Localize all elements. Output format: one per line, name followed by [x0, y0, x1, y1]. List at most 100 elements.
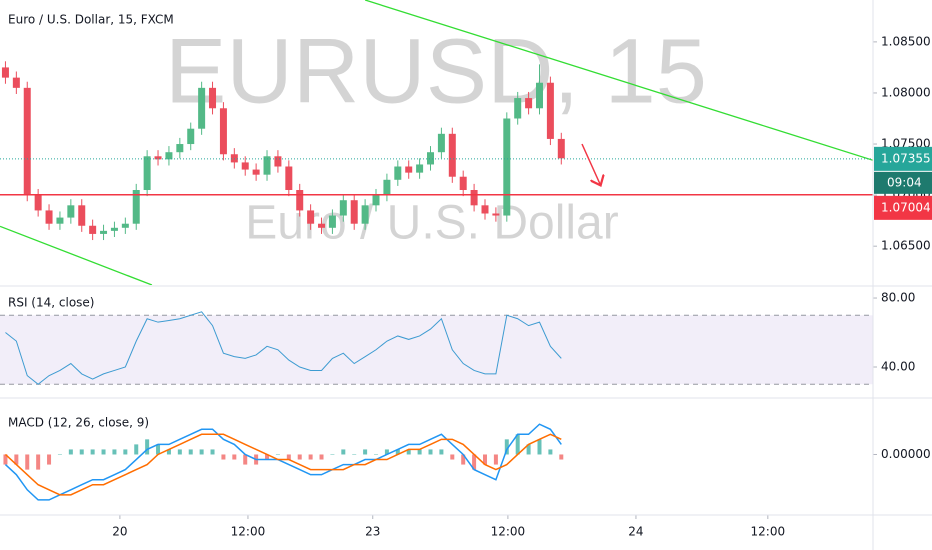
histogram-bar — [243, 454, 248, 465]
histogram-bar — [199, 449, 204, 455]
histogram-bar — [297, 454, 302, 460]
candle-body — [339, 200, 347, 216]
candle-body — [45, 210, 53, 224]
histogram-bar — [330, 454, 335, 455]
candle-body — [56, 217, 64, 224]
candle-body — [535, 82, 543, 109]
candle-body — [318, 223, 326, 228]
x-tick-label: 24 — [628, 525, 643, 539]
histogram-bar — [537, 439, 542, 455]
candle-body — [110, 227, 118, 231]
candle-body — [89, 225, 97, 234]
y-tick-label: 80.00 — [881, 291, 915, 305]
candle-body — [470, 190, 478, 206]
candle-body — [154, 156, 162, 160]
histogram-bar — [188, 449, 193, 455]
histogram-bar — [515, 434, 520, 455]
y-tick-label: 40.00 — [881, 360, 915, 374]
histogram-bar — [177, 449, 182, 455]
x-tick-label: 12:00 — [491, 525, 526, 539]
candles — [1, 61, 565, 241]
candle-body — [383, 179, 391, 196]
histogram-bar — [439, 449, 444, 455]
arrow-drawing — [581, 143, 600, 184]
histogram-bar — [232, 454, 237, 460]
histogram-bar — [504, 439, 509, 455]
histogram-bar — [363, 449, 368, 455]
rsi-band — [0, 315, 873, 385]
candle-body — [209, 87, 217, 109]
histogram-bar — [308, 454, 313, 460]
histogram-bar — [341, 449, 346, 455]
symbol-title[interactable]: Euro / U.S. Dollar, 15, FXCM — [8, 13, 174, 27]
histogram-bar — [319, 454, 324, 460]
candle-body — [263, 156, 271, 175]
histogram-bar — [25, 454, 30, 470]
macd-line — [4, 423, 562, 501]
candle-body — [121, 223, 129, 228]
candle-body — [492, 213, 500, 216]
histogram-bar — [395, 449, 400, 455]
histogram-bar — [166, 449, 171, 455]
candle-body — [187, 128, 195, 145]
candle-body — [1, 67, 9, 78]
price-tag-label: 1.07004 — [881, 200, 931, 214]
candle-body — [23, 87, 31, 196]
y-tick-label: 1.08500 — [881, 34, 931, 48]
histogram-bar — [47, 454, 52, 465]
histogram-bar — [450, 454, 455, 460]
candle-body — [241, 162, 249, 170]
histogram-bar — [14, 454, 19, 465]
candle-body — [176, 144, 184, 153]
candle-body — [252, 169, 260, 175]
histogram-bar — [352, 454, 357, 455]
histogram-bar — [112, 449, 117, 455]
histogram-bar — [417, 449, 422, 455]
histogram-bar — [384, 449, 389, 455]
rsi-line — [5, 311, 562, 385]
candle-body — [546, 82, 554, 139]
watermark: EURUSD, 15 — [165, 20, 707, 122]
histogram-bar — [156, 444, 161, 455]
candle-body — [557, 138, 565, 159]
histogram-bar — [472, 454, 477, 470]
candle-body — [481, 205, 489, 214]
histogram-bar — [134, 444, 139, 455]
candle-body — [427, 152, 435, 165]
histogram-bar — [68, 449, 73, 455]
macd-title[interactable]: MACD (12, 26, close, 9) — [8, 416, 149, 430]
histogram-bar — [286, 454, 291, 460]
candle-body — [296, 190, 304, 211]
histogram-bar — [275, 454, 280, 455]
histogram-bar — [461, 454, 466, 465]
candle-body — [12, 77, 20, 88]
candle-body — [132, 190, 140, 224]
trend-line — [0, 225, 153, 285]
macd-line — [4, 433, 562, 496]
candle-body — [525, 98, 533, 109]
candle-body — [307, 210, 315, 224]
histogram-bar — [483, 454, 487, 465]
countdown-tag — [874, 171, 932, 194]
x-tick-label: 20 — [112, 525, 127, 539]
candle-body — [67, 205, 75, 218]
candle-body — [143, 156, 151, 190]
histogram-bar — [548, 449, 553, 455]
price-tag-label: 1.07355 — [881, 151, 931, 165]
histogram-bar — [265, 454, 270, 460]
candle-body — [165, 152, 173, 160]
countdown-label: 09:04 — [887, 175, 922, 189]
x-tick-label: 12:00 — [231, 525, 266, 539]
y-tick-label: 1.06500 — [881, 239, 931, 253]
candle-body — [100, 230, 108, 234]
candle-body — [372, 195, 380, 206]
histogram-bar — [90, 449, 95, 455]
histogram-bar — [36, 454, 41, 470]
candle-body — [219, 108, 227, 155]
rsi-title[interactable]: RSI (14, close) — [8, 296, 94, 310]
trend-line — [364, 0, 873, 161]
x-tick-label: 23 — [365, 525, 380, 539]
y-tick-label: 1.08000 — [881, 85, 931, 99]
candle-body — [514, 98, 522, 119]
